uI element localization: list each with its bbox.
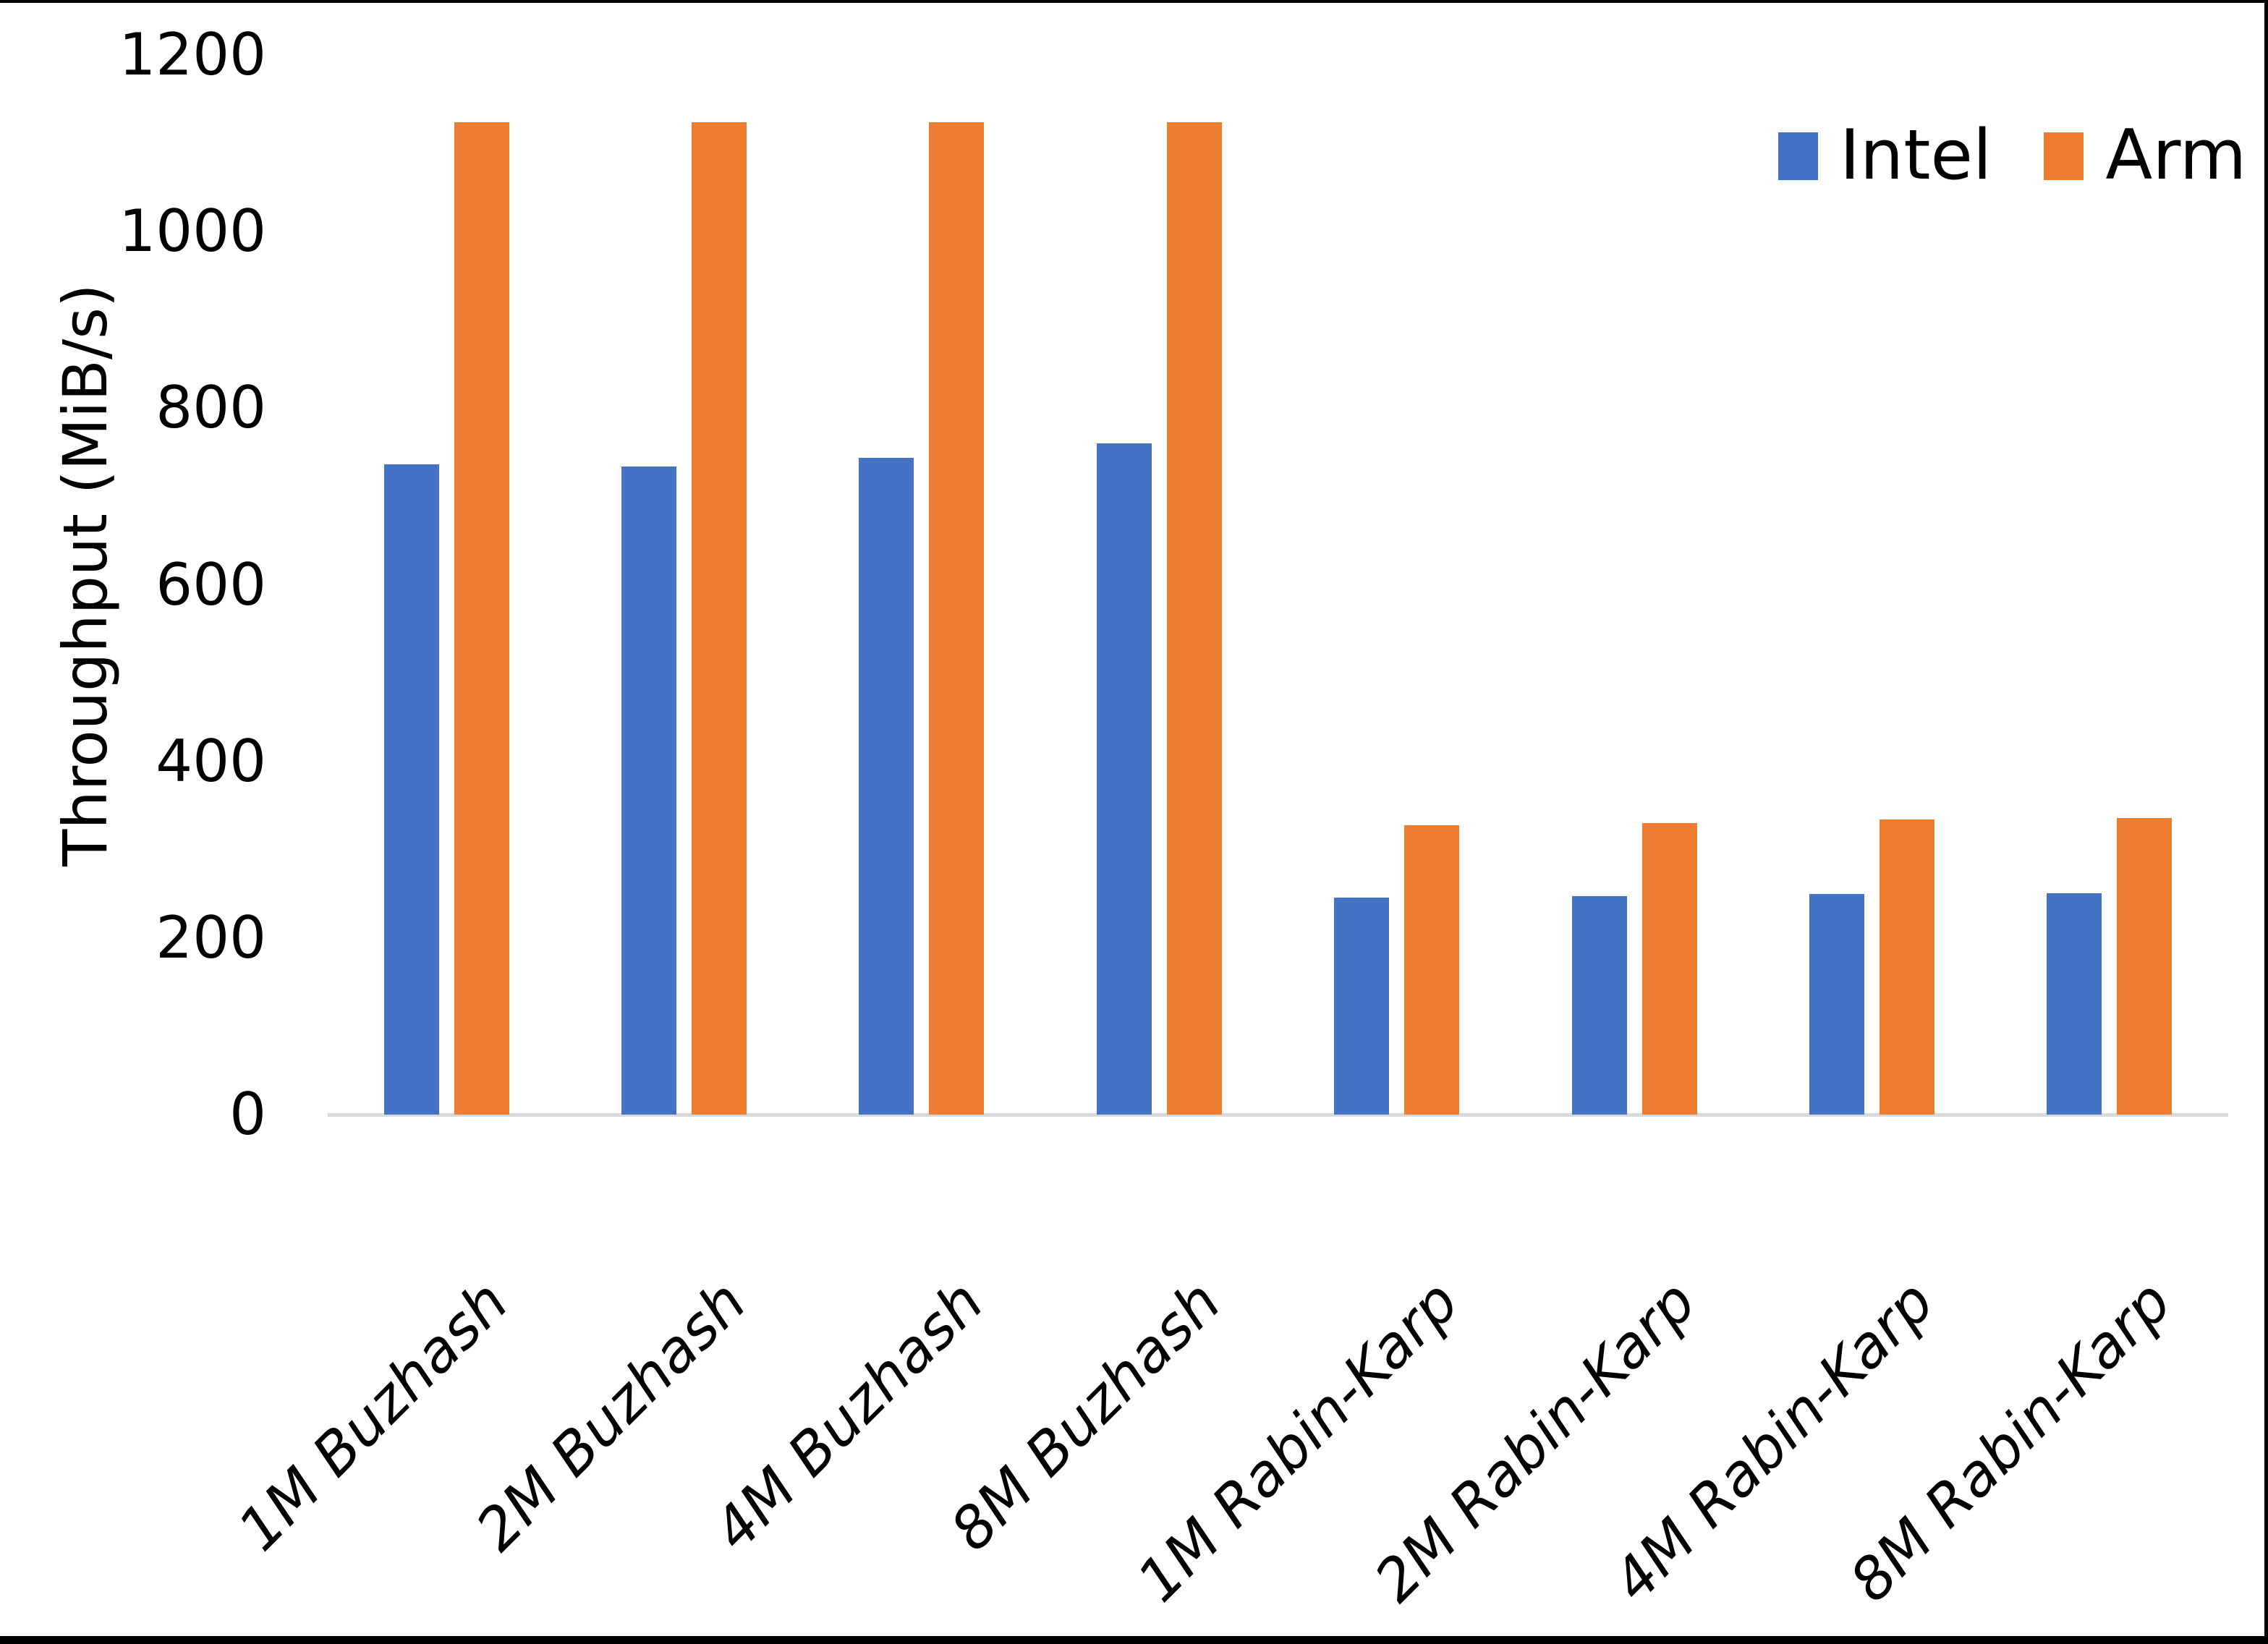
x-axis-line — [328, 1113, 2228, 1117]
legend-swatch-intel — [1778, 132, 1818, 180]
category-group-4m-rabin-karp — [1753, 55, 1990, 1115]
frame-border-top — [0, 0, 2268, 3]
bar-arm-4m-rabin-karp — [1879, 819, 1934, 1115]
legend-label-intel: Intel — [1840, 116, 1992, 195]
legend-item-intel: Intel — [1778, 122, 1992, 190]
legend: Intel Arm — [1778, 122, 2246, 190]
bar-intel-4m-buzhash — [859, 458, 914, 1115]
frame-border-right — [2264, 0, 2268, 1644]
bar-intel-4m-rabin-karp — [1809, 894, 1864, 1115]
y-axis-tick-label: 0 — [229, 1081, 266, 1148]
bar-intel-1m-rabin-karp — [1334, 898, 1390, 1115]
bar-intel-2m-buzhash — [621, 467, 677, 1115]
bar-arm-2m-rabin-karp — [1641, 823, 1697, 1115]
bar-intel-8m-buzhash — [1096, 443, 1152, 1115]
bar-intel-8m-rabin-karp — [2047, 893, 2102, 1115]
y-axis-tick-label: 600 — [156, 550, 266, 618]
y-axis-tick-label: 800 — [156, 374, 266, 442]
category-group-1m-buzhash — [328, 55, 565, 1115]
plot-area — [328, 55, 2228, 1115]
y-axis-tick-label: 1200 — [119, 21, 266, 88]
category-group-8m-rabin-karp — [1991, 55, 2228, 1115]
legend-item-arm: Arm — [2044, 122, 2246, 190]
legend-swatch-arm — [2044, 132, 2084, 180]
y-axis-tick-label: 1000 — [119, 197, 266, 265]
category-group-2m-rabin-karp — [1516, 55, 1753, 1115]
y-axis-tick-label: 200 — [156, 903, 266, 971]
bar-arm-8m-rabin-karp — [2117, 818, 2173, 1115]
bar-arm-1m-buzhash — [454, 122, 509, 1115]
category-group-1m-rabin-karp — [1278, 55, 1516, 1115]
category-group-2m-buzhash — [565, 55, 802, 1115]
bar-arm-8m-buzhash — [1166, 122, 1222, 1115]
bar-arm-4m-buzhash — [929, 122, 985, 1115]
bar-arm-1m-rabin-karp — [1404, 825, 1460, 1115]
bar-intel-2m-rabin-karp — [1571, 896, 1627, 1115]
category-group-8m-buzhash — [1040, 55, 1278, 1115]
bar-arm-2m-buzhash — [692, 122, 747, 1115]
bar-intel-1m-buzhash — [383, 464, 439, 1115]
category-group-4m-buzhash — [803, 55, 1040, 1115]
y-axis-tick-label: 400 — [156, 727, 266, 795]
frame-border-bottom — [0, 1636, 2268, 1644]
legend-label-arm: Arm — [2105, 116, 2247, 195]
